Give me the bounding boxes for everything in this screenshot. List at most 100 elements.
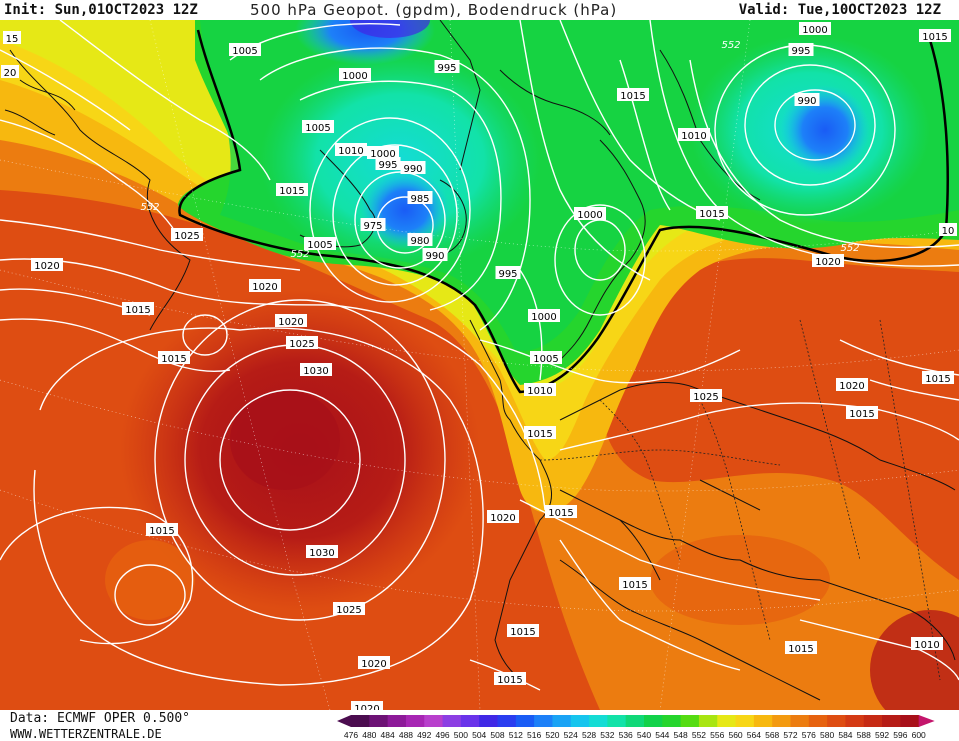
color-scale-tick: 548 — [674, 730, 688, 740]
svg-text:1015: 1015 — [149, 526, 174, 537]
pressure-label: 1000 — [799, 22, 831, 36]
svg-text:995: 995 — [378, 160, 397, 171]
color-swatch — [644, 715, 663, 727]
pressure-label: 1025 — [690, 389, 722, 403]
pressure-label: 1020 — [358, 656, 390, 670]
color-swatch — [735, 715, 755, 727]
pressure-label: 1000 — [367, 146, 399, 160]
pressure-label: 1015 — [785, 641, 817, 655]
color-swatch — [753, 715, 773, 727]
color-scale-tick: 584 — [838, 730, 852, 740]
pressure-label: 1015 — [276, 183, 308, 197]
pressure-label: 995 — [788, 43, 814, 57]
pressure-label: 990 — [400, 161, 426, 175]
geopotential-label: 552 — [290, 249, 309, 260]
color-scale-tick: 564 — [747, 730, 761, 740]
pressure-label: 1020 — [31, 258, 63, 272]
svg-text:1010: 1010 — [527, 386, 552, 397]
svg-text:1005: 1005 — [232, 46, 257, 57]
color-swatch — [589, 715, 608, 727]
color-swatch — [369, 715, 389, 727]
pressure-label: 1030 — [300, 363, 332, 377]
svg-text:1025: 1025 — [336, 605, 361, 616]
pressure-label: 975 — [360, 218, 386, 232]
pressure-label: 1020 — [275, 314, 307, 328]
pressure-label: 1000 — [339, 68, 371, 82]
color-scale-tick: 576 — [802, 730, 816, 740]
svg-text:1030: 1030 — [309, 548, 334, 559]
pressure-label: 1005 — [530, 351, 562, 365]
pressure-label: 20 — [1, 65, 19, 79]
field-blue-low-east — [780, 85, 870, 175]
color-scale-tick: 524 — [564, 730, 578, 740]
pressure-label: 1015 — [146, 523, 178, 537]
pressure-label: 1015 — [919, 29, 951, 43]
svg-text:985: 985 — [410, 194, 429, 205]
color-scale-tick: 600 — [912, 730, 926, 740]
color-scale-tick: 580 — [820, 730, 834, 740]
svg-text:1020: 1020 — [252, 282, 277, 293]
borders — [539, 319, 941, 681]
svg-text:990: 990 — [797, 96, 816, 107]
color-swatch — [387, 715, 407, 727]
color-scale-tick: 512 — [509, 730, 523, 740]
pressure-label: 1000 — [528, 309, 560, 323]
svg-text:1025: 1025 — [693, 392, 718, 403]
svg-text:1015: 1015 — [788, 644, 813, 655]
svg-text:980: 980 — [410, 236, 429, 247]
color-scale-tick: 492 — [417, 730, 431, 740]
color-scale-tick: 488 — [399, 730, 413, 740]
color-scale-tick: 516 — [527, 730, 541, 740]
color-scale-tick: 528 — [582, 730, 596, 740]
color-scale-tick: 544 — [655, 730, 669, 740]
color-scale-tick: 540 — [637, 730, 651, 740]
pressure-label: 1015 — [524, 426, 556, 440]
svg-text:1020: 1020 — [361, 659, 386, 670]
color-scale-ticks: 476 480 484 488 492 496 500 504 508 512 516 520 524 5… — [344, 730, 926, 740]
geopotential-label: 552 — [140, 202, 159, 213]
color-scale-tick: 596 — [893, 730, 907, 740]
pressure-label: 1020 — [351, 701, 383, 710]
color-swatch — [717, 715, 737, 727]
svg-text:1025: 1025 — [174, 231, 199, 242]
color-scale-swatches — [337, 715, 935, 727]
pressure-label: 1015 — [158, 351, 190, 365]
color-swatch — [442, 715, 462, 727]
svg-text:1015: 1015 — [161, 354, 186, 365]
svg-text:1020: 1020 — [839, 381, 864, 392]
color-swatch — [424, 715, 444, 727]
pressure-label: 1015 — [507, 624, 539, 638]
color-scale-tick: 496 — [435, 730, 449, 740]
pressure-label: 1030 — [306, 545, 338, 559]
pressure-label: 1015 — [922, 371, 954, 385]
pressure-label: 1015 — [617, 88, 649, 102]
color-scale-tick: 504 — [472, 730, 486, 740]
svg-text:1010: 1010 — [914, 640, 939, 651]
svg-text:1015: 1015 — [510, 627, 535, 638]
pressure-label: 1015 — [619, 577, 651, 591]
graticule — [0, 20, 959, 710]
init-time: Init: Sun,01OCT2023 12Z — [4, 2, 198, 18]
color-scale-tick: 520 — [545, 730, 559, 740]
valid-time: Valid: Tue,10OCT2023 12Z — [738, 2, 941, 18]
geopotential-label: 552 — [721, 40, 740, 51]
color-scale-tick: 484 — [381, 730, 395, 740]
pressure-label: 1015 — [122, 302, 154, 316]
svg-text:1000: 1000 — [531, 312, 556, 323]
pressure-label: 1005 — [302, 120, 334, 134]
color-swatch — [680, 715, 700, 727]
pressure-label: 1005 — [304, 237, 336, 251]
svg-text:1010: 1010 — [338, 146, 363, 157]
color-swatch — [479, 715, 498, 727]
color-swatch — [351, 715, 370, 727]
color-swatch — [497, 715, 517, 727]
svg-text:1030: 1030 — [303, 366, 328, 377]
website-credit[interactable]: WWW.WETTERZENTRALE.DE — [10, 727, 162, 741]
color-swatch — [698, 715, 718, 727]
color-scale-tick: 556 — [710, 730, 724, 740]
pressure-label: 1025 — [286, 336, 318, 350]
svg-text:20: 20 — [4, 68, 17, 79]
pressure-label: 1015 — [545, 505, 577, 519]
svg-text:1005: 1005 — [305, 123, 330, 134]
pressure-label: 1000 — [574, 207, 606, 221]
